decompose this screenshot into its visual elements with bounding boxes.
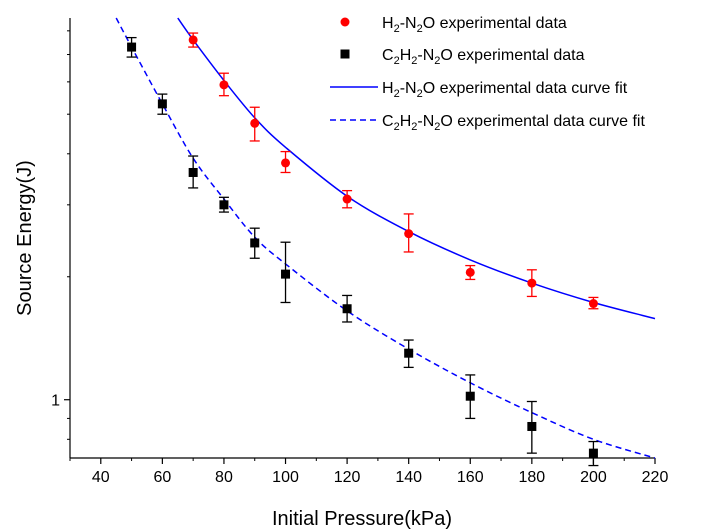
legend-label-subscript: 2: [411, 55, 417, 67]
error-bars: [126, 32, 599, 467]
legend-label-text: O experimental data: [440, 47, 584, 64]
c2h2-data-point: [219, 200, 229, 210]
h2-data-point: [465, 267, 475, 277]
legend-label-text: H: [382, 80, 394, 97]
h2-data-point: [404, 229, 414, 239]
x-axis-label: Initial Pressure(kPa): [272, 508, 452, 530]
h2-data-point: [219, 80, 229, 90]
y-axis-ticks: 1: [51, 30, 70, 440]
c2h2-data-point: [404, 348, 414, 358]
legend-label-text: H: [400, 113, 412, 130]
x-tick-label: 80: [215, 469, 233, 486]
x-tick-label: 180: [518, 469, 545, 486]
c2h2-data-point: [188, 167, 198, 177]
x-tick-label: 60: [153, 469, 171, 486]
legend-label-subscript: 2: [394, 88, 400, 100]
x-tick-label: 140: [395, 469, 422, 486]
data-markers: [127, 35, 598, 458]
c2h2-data-point: [127, 42, 137, 52]
legend-label-subscript: 2: [411, 121, 417, 133]
legend-label-text: -N: [417, 47, 434, 64]
h2-data-point: [342, 194, 352, 204]
c2h2-data-point: [342, 304, 352, 314]
h2-data-point: [250, 118, 260, 128]
legend-label-subscript: 2: [394, 121, 400, 133]
legend-marker-circle: [340, 17, 350, 27]
legend-label-text: C: [382, 47, 394, 64]
x-tick-label: 160: [457, 469, 484, 486]
c2h2-data-point: [527, 421, 537, 431]
legend-label-subscript: 2: [394, 55, 400, 67]
h2-data-point: [527, 278, 537, 288]
legend-label-text: O experimental data curve fit: [423, 80, 628, 97]
plot-frame: [69, 18, 655, 459]
h2-data-point: [188, 35, 198, 45]
legend-label-text: H: [400, 47, 412, 64]
c2h2-fit-curve: [115, 17, 656, 459]
c2h2-data-point: [465, 391, 475, 401]
c2h2-data-point: [588, 448, 598, 458]
x-tick-label: 120: [334, 469, 361, 486]
x-tick-label: 100: [272, 469, 299, 486]
x-tick-label: 220: [642, 469, 669, 486]
legend-label-text: O experimental data: [423, 15, 567, 32]
legend-label-subscript: 2: [417, 88, 423, 100]
legend-label-text: O experimental data curve fit: [440, 113, 645, 130]
legend-label: C2H2-N2O experimental data curve fit: [382, 113, 645, 133]
x-tick-label: 40: [92, 469, 110, 486]
x-tick-label: 200: [580, 469, 607, 486]
y-tick-label: 1: [51, 393, 60, 410]
legend-label-subscript: 2: [434, 121, 440, 133]
legend-label-text: -N: [400, 15, 417, 32]
legend-label-text: -N: [417, 113, 434, 130]
x-axis-ticks: 40 60 80 100 120 140 160 180 200 220: [69, 458, 669, 486]
legend-label-text: H: [382, 15, 394, 32]
y-axis-label: Source Energy(J): [14, 160, 36, 316]
h2-data-point: [588, 299, 598, 309]
legend-marker-square: [340, 49, 350, 59]
c2h2-data-point: [250, 238, 260, 248]
legend-label: C2H2-N2O experimental data: [382, 47, 585, 67]
legend-label-text: C: [382, 113, 394, 130]
legend-label: H2-N2O experimental data: [382, 15, 567, 35]
legend-label-subscript: 2: [417, 23, 423, 35]
legend-label: H2-N2O experimental data curve fit: [382, 80, 628, 100]
legend-label-text: -N: [400, 80, 417, 97]
h2-data-point: [281, 158, 291, 168]
c2h2-data-point: [157, 99, 167, 109]
legend-label-subscript: 2: [394, 23, 400, 35]
c2h2-data-point: [281, 269, 291, 279]
legend-label-subscript: 2: [434, 55, 440, 67]
